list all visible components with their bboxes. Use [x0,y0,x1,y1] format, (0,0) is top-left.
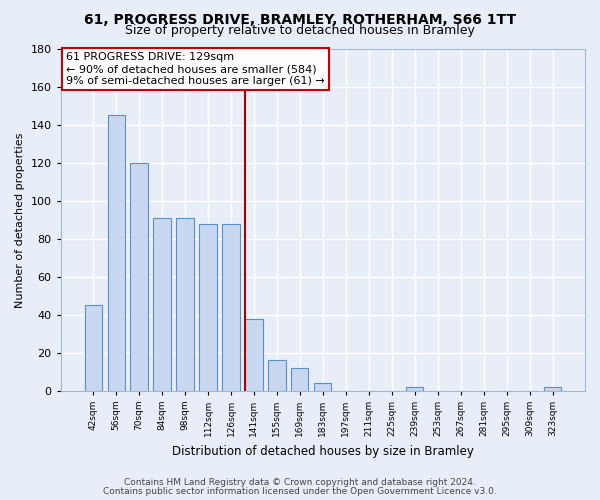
Bar [176,218,194,391]
Bar [199,224,217,391]
Text: 61 PROGRESS DRIVE: 129sqm
← 90% of detached houses are smaller (584)
9% of semi-: 61 PROGRESS DRIVE: 129sqm ← 90% of detac… [66,52,325,86]
Bar [223,224,239,391]
Bar [268,360,286,391]
Bar [406,387,424,391]
Bar [130,163,148,391]
Text: 61, PROGRESS DRIVE, BRAMLEY, ROTHERHAM, S66 1TT: 61, PROGRESS DRIVE, BRAMLEY, ROTHERHAM, … [84,12,516,26]
Bar [314,383,331,391]
Bar [154,218,170,391]
Text: Size of property relative to detached houses in Bramley: Size of property relative to detached ho… [125,24,475,37]
Text: Contains public sector information licensed under the Open Government Licence v3: Contains public sector information licen… [103,487,497,496]
X-axis label: Distribution of detached houses by size in Bramley: Distribution of detached houses by size … [172,444,474,458]
Bar [107,116,125,391]
Bar [245,318,263,391]
Y-axis label: Number of detached properties: Number of detached properties [15,132,25,308]
Bar [544,387,561,391]
Text: Contains HM Land Registry data © Crown copyright and database right 2024.: Contains HM Land Registry data © Crown c… [124,478,476,487]
Bar [85,306,102,391]
Bar [291,368,308,391]
